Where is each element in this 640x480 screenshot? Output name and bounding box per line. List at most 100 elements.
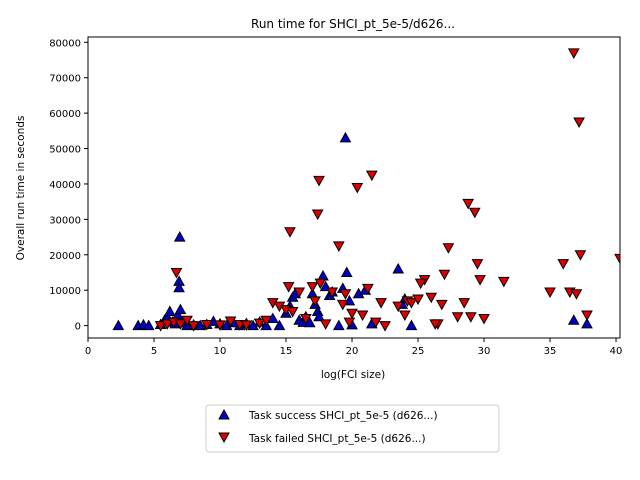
y-tick-label: 70000 (49, 74, 81, 85)
chart-title: Run time for SHCI_pt_5e-5/d626... (251, 17, 455, 31)
data-point (170, 267, 183, 279)
plot-area (112, 48, 620, 332)
data-point (314, 278, 327, 290)
y-tick-label: 80000 (49, 38, 81, 49)
data-point (339, 131, 352, 143)
data-point (173, 231, 186, 242)
legend-label-failed: Task failed SHCI_pt_5e-5 (d626...) (248, 433, 426, 445)
data-point (273, 319, 286, 331)
data-point (200, 320, 213, 331)
data-point (240, 320, 253, 331)
data-point (464, 312, 477, 323)
data-point (581, 310, 593, 322)
x-tick-label: 20 (346, 346, 359, 357)
data-point (365, 170, 378, 182)
data-point (471, 259, 484, 270)
x-tick-label: 35 (544, 346, 557, 357)
y-tick-label: 10000 (49, 286, 81, 297)
data-markers (112, 48, 620, 332)
data-point (567, 314, 580, 325)
data-point (326, 287, 339, 298)
data-point (462, 198, 475, 210)
data-point (332, 319, 345, 331)
y-tick-label: 30000 (49, 215, 81, 226)
x-axis-label: log(FCI size) (321, 369, 385, 381)
data-point (581, 317, 593, 329)
data-point (303, 316, 316, 328)
data-point (181, 315, 193, 327)
data-point (173, 281, 185, 293)
data-point (260, 315, 273, 327)
data-point (311, 209, 324, 221)
data-point (351, 183, 364, 194)
x-tick-label: 5 (151, 346, 157, 357)
data-point (319, 319, 332, 330)
legend: Task success SHCI_pt_5e-5 (d626...) Task… (205, 404, 500, 453)
data-point (343, 317, 356, 329)
data-point (214, 320, 226, 331)
data-point (478, 314, 490, 325)
y-tick-label: 40000 (49, 180, 81, 191)
data-point (574, 250, 587, 261)
data-point (468, 207, 481, 219)
y-tick-label: 60000 (49, 109, 81, 120)
data-point (346, 308, 358, 320)
axes-frame (87, 36, 621, 339)
data-point (474, 275, 486, 286)
data-point (375, 298, 387, 309)
data-point (425, 292, 438, 304)
data-point (398, 310, 411, 322)
data-point (174, 303, 187, 315)
data-point (435, 299, 448, 311)
data-point (405, 298, 418, 309)
data-point (163, 305, 176, 316)
data-point (187, 321, 200, 332)
data-point (570, 289, 583, 300)
data-point (497, 276, 510, 288)
data-point (405, 319, 418, 331)
data-point (429, 319, 442, 330)
data-point (544, 287, 556, 298)
y-tick-label: 0 (75, 322, 81, 333)
x-tick-label: 25 (412, 346, 425, 357)
data-point (369, 317, 382, 329)
legend-marker-failed (218, 432, 230, 444)
data-point (313, 310, 325, 322)
series-failed (154, 48, 620, 332)
data-point (379, 321, 391, 332)
series-success (112, 131, 593, 331)
data-point (224, 316, 237, 328)
data-point (356, 310, 369, 322)
data-point (614, 253, 620, 265)
legend-label-success: Task success SHCI_pt_5e-5 (d626...) (248, 410, 438, 422)
x-tick-label: 40 (610, 346, 623, 357)
data-point (306, 282, 319, 293)
data-point (414, 278, 427, 290)
data-point (284, 227, 296, 238)
data-point (339, 289, 352, 300)
data-point (573, 117, 585, 129)
data-point (442, 243, 455, 254)
data-point (392, 301, 405, 313)
y-tick-label: 50000 (49, 145, 81, 156)
data-point (451, 312, 464, 323)
data-point (336, 299, 349, 311)
data-point (112, 319, 125, 331)
data-point (392, 262, 405, 274)
data-point (161, 319, 174, 330)
legend-frame (205, 404, 500, 453)
data-point (293, 287, 306, 298)
data-point (142, 319, 155, 331)
data-point (340, 266, 353, 277)
data-point (332, 241, 345, 252)
data-point (286, 306, 299, 318)
y-axis-label: Overall run time in seconds (15, 116, 27, 261)
data-point (567, 48, 580, 59)
data-point (412, 294, 424, 306)
data-point (313, 175, 325, 187)
x-tick-label: 0 (85, 346, 91, 357)
data-point (299, 314, 312, 325)
x-tick-label: 15 (280, 346, 293, 357)
data-point (438, 269, 451, 281)
